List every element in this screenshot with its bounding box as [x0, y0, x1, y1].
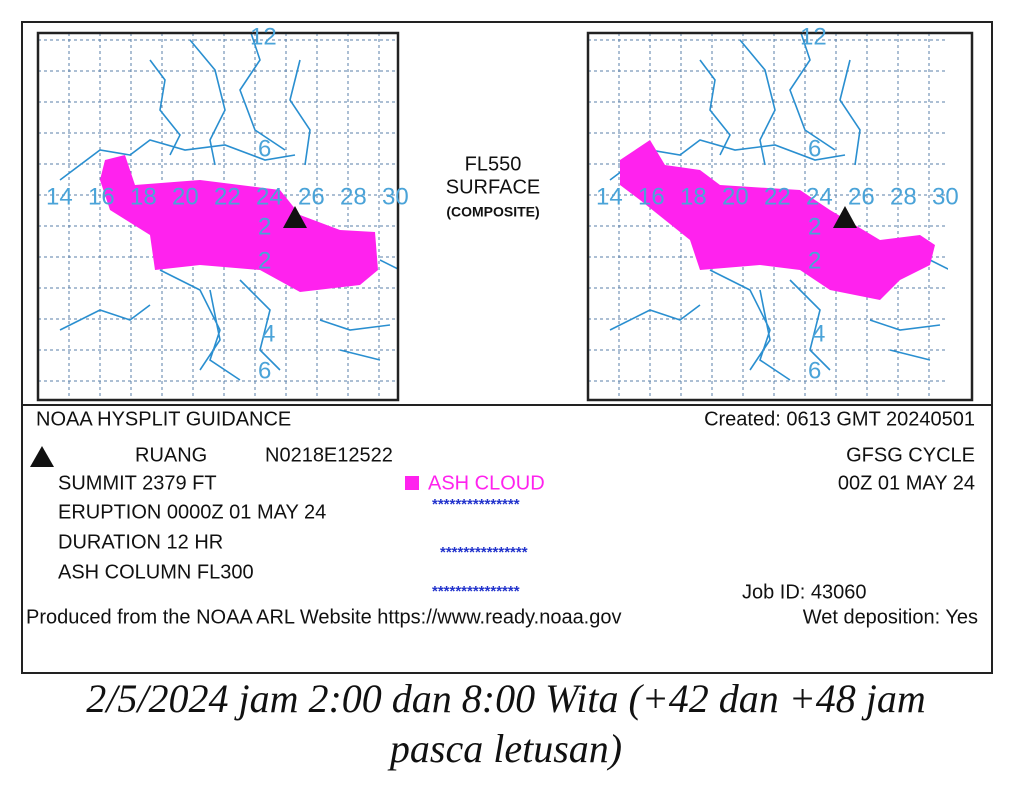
- cycle-time: 00Z 01 MAY 24: [838, 472, 975, 494]
- lat-label: 6: [258, 357, 271, 384]
- lon-label: 28: [340, 183, 367, 210]
- center-label: SURFACE: [446, 176, 540, 198]
- lon-label: 16: [88, 183, 115, 210]
- star-row: ***************: [440, 544, 528, 561]
- center-label: (COMPOSITE): [446, 204, 539, 220]
- lon-label: 18: [680, 183, 707, 210]
- star-row: ***************: [432, 496, 520, 513]
- lon-label: 22: [214, 183, 241, 210]
- map-right: [586, 31, 974, 402]
- eruption: ERUPTION 0000Z 01 MAY 24: [58, 501, 326, 523]
- lat-label: 2: [258, 213, 271, 240]
- lat-label: 2: [808, 213, 821, 240]
- lon-label: 22: [764, 183, 791, 210]
- star-row: ***************: [432, 583, 520, 600]
- column: ASH COLUMN FL300: [58, 561, 254, 583]
- lon-label: 20: [172, 183, 199, 210]
- lon-label: 24: [256, 183, 283, 210]
- job-id: Job ID: 43060: [742, 581, 867, 603]
- caption: 2/5/2024 jam 2:00 dan 8:00 Wita (+42 dan…: [86, 676, 926, 721]
- map-left: [38, 33, 398, 400]
- lon-label: 14: [596, 183, 623, 210]
- lon-label: 26: [848, 183, 875, 210]
- map-frame: [36, 31, 400, 402]
- frame: [21, 21, 993, 674]
- summit: SUMMIT 2379 FT: [58, 472, 217, 494]
- lon-label: 14: [46, 183, 73, 210]
- info-created: Created: 0613 GMT 20240501: [704, 408, 975, 430]
- duration: DURATION 12 HR: [58, 531, 223, 553]
- lat-label: 2: [258, 247, 271, 274]
- info-title: NOAA HYSPLIT GUIDANCE: [36, 408, 291, 430]
- lon-label: 30: [932, 183, 959, 210]
- volcano: RUANG: [135, 444, 207, 466]
- lat-label: 12: [800, 23, 827, 50]
- legend-swatch: [405, 476, 419, 490]
- lat-label: 6: [258, 135, 271, 162]
- produced: Produced from the NOAA ARL Website https…: [26, 606, 622, 628]
- lat-label: 12: [250, 23, 277, 50]
- lat-label: 4: [262, 320, 275, 347]
- lat-label: 6: [808, 357, 821, 384]
- location: N0218E12522: [265, 444, 393, 466]
- cycle: GFSG CYCLE: [846, 444, 975, 466]
- legend-ash: ASH CLOUD: [428, 472, 545, 494]
- lon-label: 16: [638, 183, 665, 210]
- lon-label: 28: [890, 183, 917, 210]
- lon-label: 18: [130, 183, 157, 210]
- lat-label: 2: [808, 247, 821, 274]
- lat-label: 6: [808, 135, 821, 162]
- volcano-icon: [30, 446, 54, 467]
- caption: pasca letusan): [387, 726, 622, 771]
- wet-deposition: Wet deposition: Yes: [803, 606, 978, 628]
- lat-label: 4: [812, 320, 825, 347]
- lon-label: 24: [806, 183, 833, 210]
- center-label: FL550: [465, 153, 522, 175]
- lon-label: 30: [382, 183, 409, 210]
- lon-label: 26: [298, 183, 325, 210]
- lon-label: 20: [722, 183, 749, 210]
